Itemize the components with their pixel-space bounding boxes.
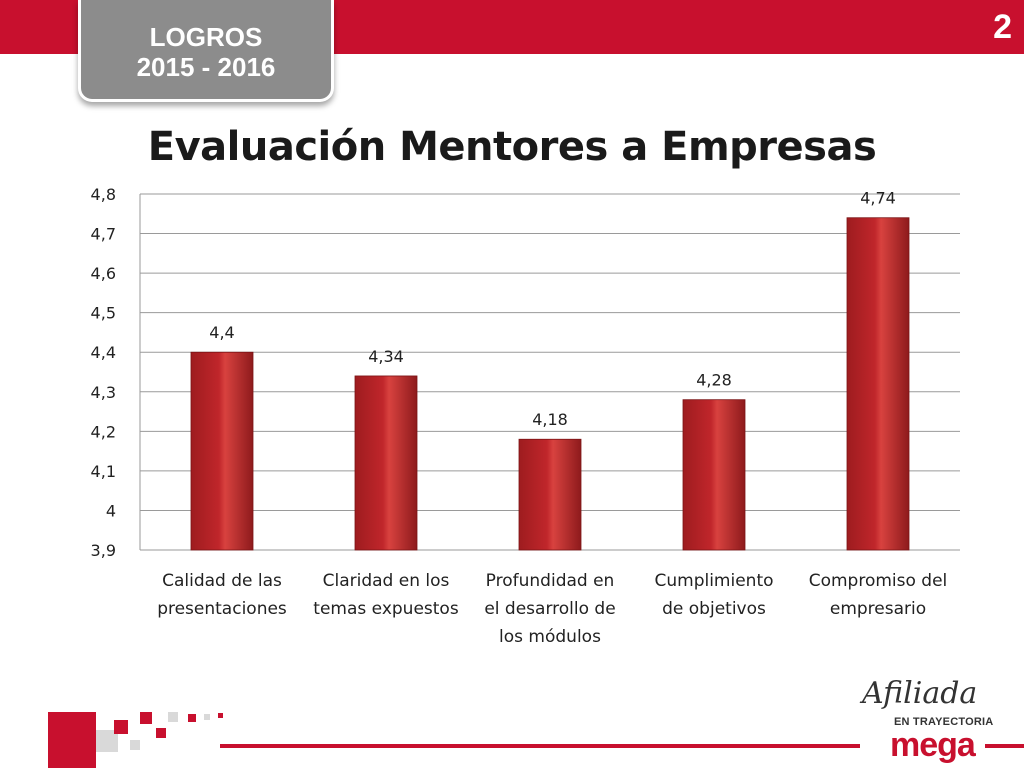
decor-square [48, 712, 96, 768]
decor-square [114, 720, 128, 734]
mega-logo: Afiliada EN TRAYECTORIA mega [858, 676, 993, 764]
footer-line [220, 744, 860, 748]
data-label: 4,28 [696, 371, 732, 390]
x-tick-label: Profundidad en el desarrollo de los módulo… [484, 571, 615, 647]
x-tick-label: Claridad en los temas expuestos [313, 571, 459, 619]
x-tick-label: Calidad de las presentaciones [157, 571, 287, 619]
period-badge: LOGROS 2015 - 2016 [78, 0, 334, 102]
decor-square [156, 728, 166, 738]
y-tick-label: 4,8 [91, 185, 116, 204]
y-tick-label: 4,2 [91, 422, 116, 441]
y-tick-label: 4,7 [91, 225, 116, 244]
bar [354, 375, 418, 551]
y-tick-label: 4,6 [91, 264, 116, 283]
decor-square [188, 714, 196, 722]
decor-square [168, 712, 178, 722]
y-tick-label: 4,4 [91, 343, 116, 362]
chart-title: Evaluación Mentores a Empresas [147, 124, 877, 170]
y-tick-label: 4,5 [91, 304, 116, 323]
data-label: 4,18 [532, 410, 568, 429]
badge-period: 2015 - 2016 [136, 52, 276, 82]
badge-title: LOGROS [149, 22, 263, 52]
page-number: 2 [993, 8, 1012, 46]
decor-square [204, 714, 210, 720]
logo-script: Afiliada [862, 676, 978, 711]
bar [518, 438, 582, 551]
y-tick-label: 3,9 [91, 541, 116, 560]
y-tick-label: 4,3 [91, 383, 116, 402]
decor-square [96, 730, 118, 752]
x-tick-label: Compromiso del empresario [809, 571, 948, 619]
y-tick-label: 4,1 [91, 462, 116, 481]
logo-brand: mega [890, 726, 976, 764]
logo-tagline: EN TRAYECTORIA [894, 716, 994, 728]
data-label: 4,4 [209, 323, 234, 342]
bar [846, 217, 910, 551]
decor-square [130, 740, 140, 750]
x-tick-label: Cumplimiento de objetivos [654, 571, 773, 619]
data-label: 4,34 [368, 347, 404, 366]
decor-square [140, 712, 152, 724]
data-label: 4,74 [860, 189, 896, 208]
footer-line [985, 744, 1024, 748]
bar [682, 399, 746, 551]
y-tick-label: 4 [106, 501, 116, 520]
bar [190, 351, 254, 551]
decor-square [218, 713, 223, 718]
